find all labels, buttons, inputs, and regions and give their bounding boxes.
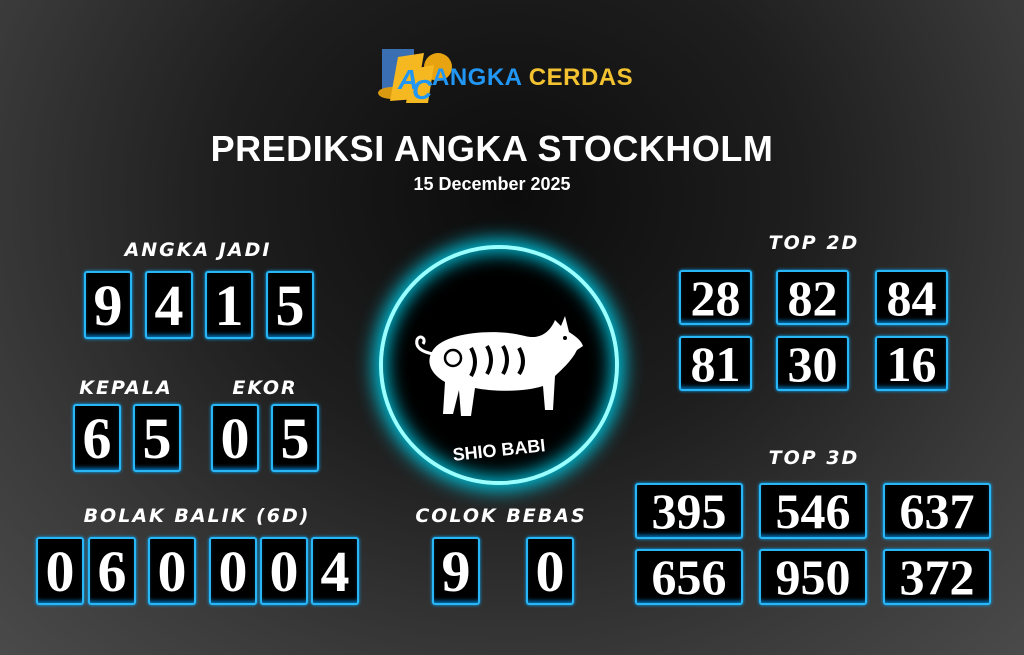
logo-mark-icon: A C (378, 49, 452, 105)
bolak-balik-digit: 0 (36, 537, 84, 605)
angka-jadi-digit: 4 (145, 271, 193, 339)
svg-text:A: A (397, 64, 418, 95)
angka-jadi-label: ANGKA JADI (124, 239, 272, 261)
top3d-value: 656 (635, 549, 743, 605)
top2d-value: 81 (679, 336, 752, 392)
ekor-digit: 0 (211, 404, 259, 472)
bolak-balik-digit: 0 (209, 537, 257, 605)
top3d-value: 950 (759, 549, 867, 605)
kepala-label: KEPALA (79, 377, 173, 399)
kepala-digit: 5 (133, 404, 181, 472)
page-title: PREDIKSI ANGKA STOCKHOLM (210, 128, 774, 169)
top2d-value: 30 (776, 336, 849, 392)
top3d-label: TOP 3D (768, 447, 860, 469)
top2d-value: 28 (679, 270, 752, 326)
bolak-balik-digit: 4 (311, 537, 359, 605)
bolak-balik-label: BOLAK BALIK (6D) (83, 505, 311, 527)
svg-text:C: C (412, 74, 433, 105)
top2d-value: 16 (875, 336, 948, 392)
kepala-digit: 6 (73, 404, 121, 472)
top3d-value: 637 (883, 483, 991, 539)
top2d-label: TOP 2D (768, 232, 860, 254)
logo-text: ANGKA CERDAS (432, 64, 633, 92)
date: 15 December 2025 (413, 174, 571, 194)
top3d-value: 546 (759, 483, 867, 539)
top2d-value: 82 (776, 270, 849, 326)
ekor-digit: 5 (271, 404, 319, 472)
colok-bebas-digit: 9 (432, 537, 480, 605)
bolak-balik-digit: 6 (88, 537, 136, 605)
top3d-value: 372 (883, 549, 991, 605)
colok-bebas-label: COLOK BEBAS (415, 505, 587, 527)
top3d-value: 395 (635, 483, 743, 539)
logo: A C (376, 45, 606, 105)
angka-jadi-digit: 5 (266, 271, 314, 339)
pig-icon (415, 316, 583, 416)
angka-jadi-digit: 1 (205, 271, 253, 339)
brand-word-1: ANGKA (432, 64, 522, 91)
brand-word-2: CERDAS (528, 64, 634, 91)
bolak-balik-digit: 0 (148, 537, 196, 605)
ekor-label: EKOR (232, 377, 298, 399)
top2d-value: 84 (875, 270, 948, 326)
bolak-balik-digit: 0 (260, 537, 308, 605)
colok-bebas-digit: 0 (526, 537, 574, 605)
angka-jadi-digit: 9 (84, 271, 132, 339)
